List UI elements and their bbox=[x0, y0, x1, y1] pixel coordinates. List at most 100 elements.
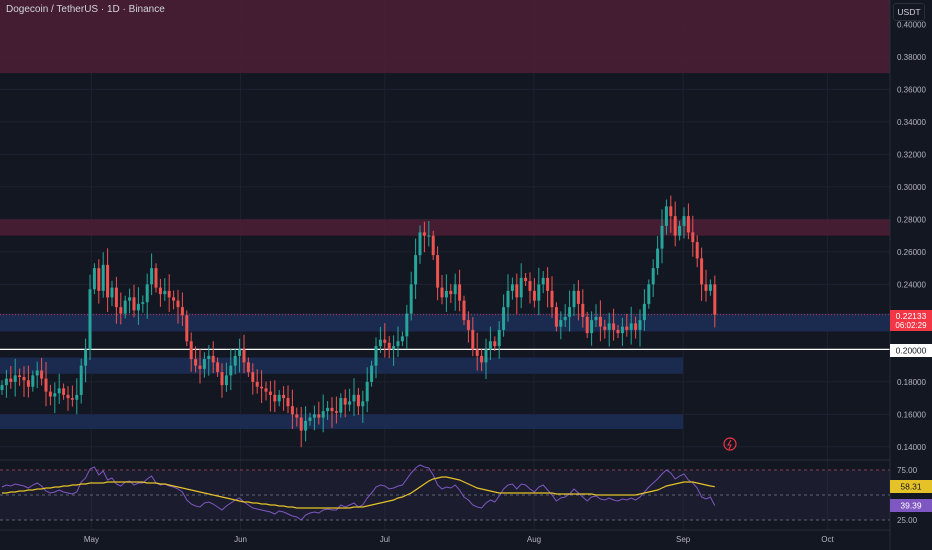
candle-body bbox=[620, 326, 624, 334]
candle-body bbox=[326, 407, 330, 412]
candle-body bbox=[163, 290, 167, 295]
candle-body bbox=[9, 378, 13, 382]
candle-body bbox=[352, 394, 356, 402]
candle-body bbox=[673, 216, 677, 236]
candle-body bbox=[343, 398, 347, 405]
price-tick-label: 0.18000 bbox=[897, 378, 926, 387]
candle-body bbox=[145, 284, 149, 303]
candle-body bbox=[167, 290, 171, 298]
candle-body bbox=[255, 381, 259, 387]
price-tick-label: 0.38000 bbox=[897, 53, 926, 62]
candle-body bbox=[119, 307, 123, 314]
candle-body bbox=[462, 300, 466, 321]
candle-body bbox=[383, 339, 387, 343]
rsi-ma-badge-bg bbox=[890, 480, 932, 493]
candle-body bbox=[418, 232, 422, 256]
candle-body bbox=[678, 225, 682, 236]
candle-body bbox=[308, 417, 312, 421]
price-tick-label: 0.36000 bbox=[897, 85, 926, 94]
candle-body bbox=[664, 206, 668, 226]
candle-body bbox=[634, 323, 638, 330]
candle-body bbox=[22, 377, 26, 381]
candle-body bbox=[471, 329, 475, 350]
price-tick-label: 0.30000 bbox=[897, 183, 926, 192]
price-tick-label: 0.24000 bbox=[897, 280, 926, 289]
price-tick-label: 0.14000 bbox=[897, 443, 926, 452]
candle-body bbox=[35, 370, 39, 376]
candle-body bbox=[414, 255, 418, 285]
candle-body bbox=[594, 316, 598, 321]
candle-body bbox=[554, 307, 558, 327]
price-tick-label: 0.34000 bbox=[897, 118, 926, 127]
candle-body bbox=[642, 303, 646, 321]
candle-body bbox=[251, 372, 255, 382]
candle-body bbox=[128, 297, 132, 301]
candle-body bbox=[660, 225, 664, 249]
price-badge-bg bbox=[890, 310, 932, 331]
candle-body bbox=[88, 289, 92, 350]
candle-body bbox=[185, 315, 189, 342]
level-badge-bg bbox=[890, 344, 932, 357]
candle-body bbox=[466, 320, 470, 330]
candle-body bbox=[436, 255, 440, 288]
candle-body bbox=[242, 349, 246, 363]
price-badge-value: 0.22133 bbox=[896, 311, 927, 321]
price-tick-label: 0.26000 bbox=[897, 248, 926, 257]
candle-body bbox=[26, 380, 30, 387]
candle-body bbox=[669, 206, 673, 217]
candle-body bbox=[141, 302, 145, 304]
candle-body bbox=[123, 300, 127, 314]
candle-body bbox=[708, 284, 712, 291]
candle-body bbox=[484, 349, 488, 363]
price-tick-label: 0.40000 bbox=[897, 20, 926, 29]
candle-body bbox=[392, 346, 396, 350]
candle-body bbox=[440, 287, 444, 298]
rsi-ma-badge-value: 58.31 bbox=[900, 482, 922, 492]
candle-body bbox=[431, 235, 435, 256]
candle-body bbox=[488, 341, 492, 350]
candle-body bbox=[18, 375, 22, 377]
candle-body bbox=[537, 284, 541, 301]
candle-body bbox=[321, 411, 325, 418]
candle-body bbox=[378, 339, 382, 347]
candle-body bbox=[154, 268, 158, 288]
candle-body bbox=[585, 316, 589, 334]
candle-body bbox=[365, 381, 369, 402]
candle-body bbox=[629, 323, 633, 330]
candle-body bbox=[559, 320, 563, 327]
candle-body bbox=[348, 401, 352, 405]
alert-icon[interactable] bbox=[723, 437, 737, 451]
candle-body bbox=[233, 355, 237, 366]
rsi-ma-line bbox=[2, 476, 715, 509]
candle-body bbox=[44, 378, 48, 392]
candle-body bbox=[598, 316, 602, 327]
candle-body bbox=[616, 329, 620, 334]
candle-body bbox=[216, 362, 220, 373]
time-tick-label: Aug bbox=[527, 535, 541, 544]
candle-body bbox=[97, 268, 101, 291]
candle-body bbox=[607, 323, 611, 330]
candle-body bbox=[172, 297, 176, 301]
candle-body bbox=[66, 394, 70, 399]
candle-body bbox=[13, 375, 17, 382]
support-zone bbox=[0, 313, 890, 332]
candle-body bbox=[374, 346, 378, 366]
candle-body bbox=[220, 372, 224, 386]
lightning-icon bbox=[727, 439, 732, 450]
candle-body bbox=[106, 264, 110, 298]
candle-body bbox=[493, 341, 497, 347]
candle-body bbox=[356, 394, 360, 407]
candle-body bbox=[31, 375, 35, 387]
candle-body bbox=[334, 411, 338, 413]
candle-body bbox=[506, 290, 510, 308]
candle-body bbox=[92, 268, 96, 290]
candle-body bbox=[700, 258, 704, 285]
currency-button[interactable]: USDT bbox=[893, 3, 925, 21]
candle-body bbox=[282, 394, 286, 399]
candle-body bbox=[528, 281, 532, 291]
candle-body bbox=[180, 307, 184, 316]
candle-body bbox=[132, 297, 136, 311]
candle-body bbox=[405, 313, 409, 337]
price-badge-countdown: 06:02:29 bbox=[895, 321, 927, 330]
